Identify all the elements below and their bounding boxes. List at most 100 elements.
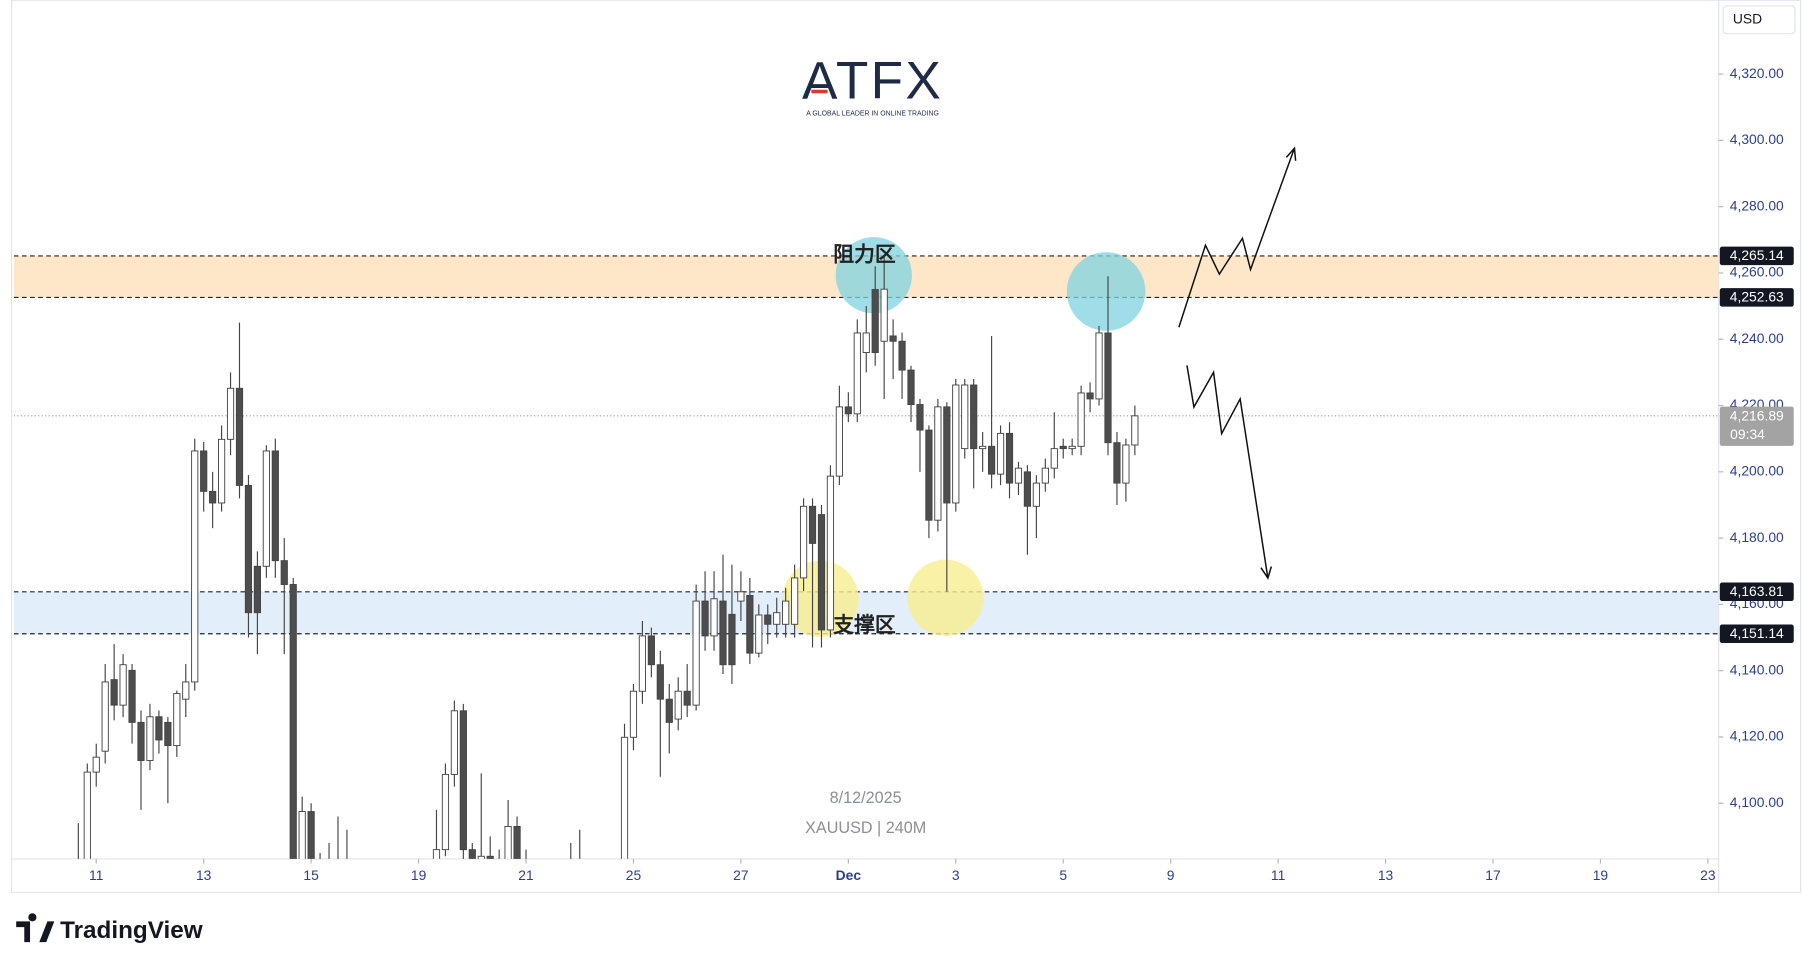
candle-body	[1050, 448, 1058, 469]
highlight-circle	[1066, 252, 1146, 331]
x-tick-label: 23	[1700, 867, 1716, 883]
candle-body	[217, 438, 226, 504]
candle-body	[1077, 392, 1085, 447]
logo: ATFX A GLOBAL LEADER IN ONLINE TRADING	[802, 52, 941, 118]
y-tick-label: 4,280.00	[1730, 197, 1784, 213]
candle-body	[647, 635, 655, 666]
candle-body	[862, 332, 870, 353]
candle-body	[362, 903, 368, 920]
candle-body	[513, 825, 521, 859]
candle-body	[719, 600, 727, 666]
x-tick-label: 27	[733, 867, 749, 883]
y-tick-label: 4,240.00	[1730, 330, 1784, 346]
x-tick-label: 25	[626, 867, 642, 883]
candle-body	[568, 916, 574, 923]
candle-body	[146, 716, 154, 761]
axes: 4,100.004,120.004,140.004,160.004,180.00…	[89, 65, 1794, 883]
level-badge	[1719, 624, 1794, 644]
candle-body	[826, 475, 835, 631]
highlight-circles	[782, 237, 1146, 638]
currency: USD	[1733, 11, 1762, 27]
candle-body	[871, 289, 879, 353]
candle-body	[782, 600, 790, 625]
y-tick-label: 4,200.00	[1730, 462, 1784, 478]
candle-body	[970, 384, 978, 450]
candle-body	[1131, 415, 1139, 446]
arrow-head	[1260, 566, 1273, 580]
candle-body	[880, 288, 888, 342]
y-tick-label: 4,120.00	[1730, 728, 1784, 744]
candle-body	[280, 560, 288, 585]
x-tick-label: 15	[303, 867, 319, 883]
candle-body	[665, 698, 673, 723]
last-price-badge	[1719, 406, 1794, 446]
level-badge-label: 4,163.81	[1730, 583, 1784, 599]
candle-body	[710, 598, 718, 637]
logo-tagline: A GLOBAL LEADER IN ONLINE TRADING	[806, 110, 939, 117]
level-badge-label: 4,252.63	[1730, 289, 1784, 305]
candle-body	[835, 406, 843, 477]
candle-body	[550, 903, 556, 910]
candle-body	[638, 635, 647, 692]
x-tick-label: Dec	[836, 867, 862, 883]
candle-body	[1059, 445, 1067, 450]
candle-body	[898, 340, 906, 371]
y-tick-label: 4,320.00	[1730, 65, 1784, 81]
level-badge-label: 4,265.14	[1730, 247, 1784, 263]
candle-body	[907, 369, 915, 406]
x-tick-label: 13	[196, 867, 212, 883]
candle-body	[253, 565, 262, 614]
zone-label: 支撑区	[832, 613, 896, 637]
candle-body	[244, 484, 253, 614]
candle-body	[925, 429, 933, 521]
candle-body	[191, 450, 199, 683]
candle-body	[701, 600, 709, 637]
candle-body	[755, 614, 763, 654]
currency-box	[1722, 5, 1796, 35]
candle-body	[737, 591, 745, 602]
watermark-symbol: XAUUSD | 240M	[805, 819, 926, 837]
y-tick-label: 4,260.00	[1730, 264, 1784, 280]
last-price-label: 4,216.89	[1730, 408, 1784, 424]
y-tick-label: 4,140.00	[1730, 661, 1784, 677]
candle-body	[83, 771, 91, 859]
candle-body	[137, 721, 145, 761]
candle-body	[934, 406, 942, 521]
candle-body	[692, 600, 700, 706]
candle-body	[595, 903, 601, 910]
candle-body	[817, 514, 826, 631]
candle-body	[1005, 432, 1014, 484]
chart-frame	[10, 0, 1802, 894]
candle-body	[559, 903, 565, 916]
candle-body	[889, 335, 897, 342]
candle-body	[1041, 467, 1049, 484]
candle-body	[289, 584, 297, 859]
candle-body	[674, 690, 682, 720]
candle-body	[235, 387, 244, 486]
x-tick-label: 17	[1485, 867, 1501, 883]
candle-body	[380, 929, 386, 936]
candle-body	[799, 505, 808, 579]
candle-body	[119, 664, 127, 706]
candle-body	[844, 406, 852, 415]
x-tick-label: 9	[1167, 867, 1175, 883]
candle-body	[128, 669, 136, 723]
candle-body	[450, 710, 458, 775]
candle-body	[791, 577, 799, 625]
candle-body	[371, 919, 377, 936]
down-path	[1186, 365, 1269, 579]
plot	[13, 256, 1719, 936]
watermark-date: 8/12/2025	[830, 789, 902, 807]
candle-body	[764, 614, 772, 625]
brand-name: TradingView	[60, 917, 203, 944]
candle-body	[182, 681, 190, 700]
candle-body	[1113, 442, 1121, 484]
candle-body	[1014, 467, 1023, 484]
candle-body	[173, 693, 181, 747]
x-tick-label: 21	[518, 867, 534, 883]
candle-body	[1122, 444, 1130, 484]
candle-body	[504, 825, 512, 859]
level-badge	[1719, 288, 1794, 307]
x-tick-label: 3	[952, 867, 960, 883]
